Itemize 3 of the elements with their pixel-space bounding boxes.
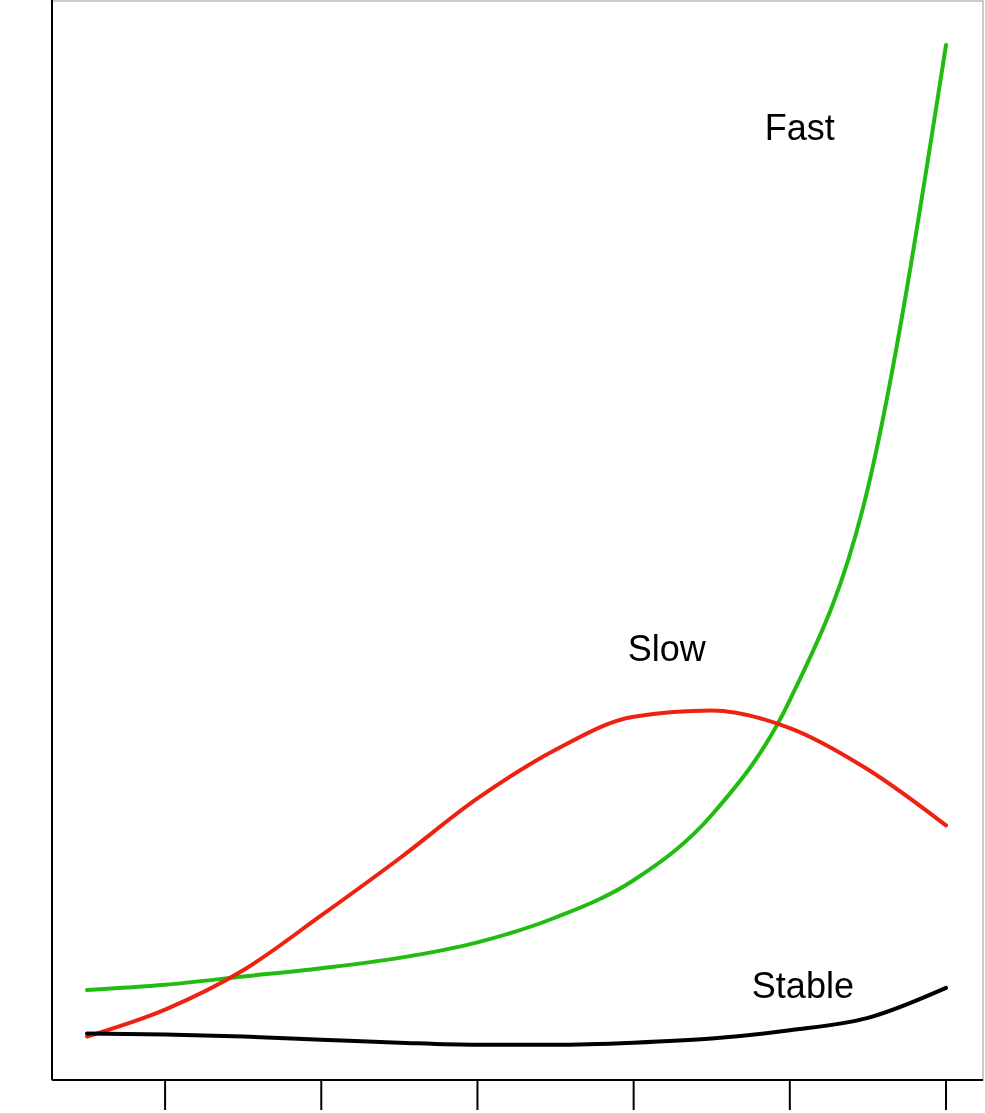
series-label: Stable bbox=[751, 964, 854, 1006]
series-label: Slow bbox=[627, 627, 707, 669]
text: Fast bbox=[764, 107, 835, 149]
